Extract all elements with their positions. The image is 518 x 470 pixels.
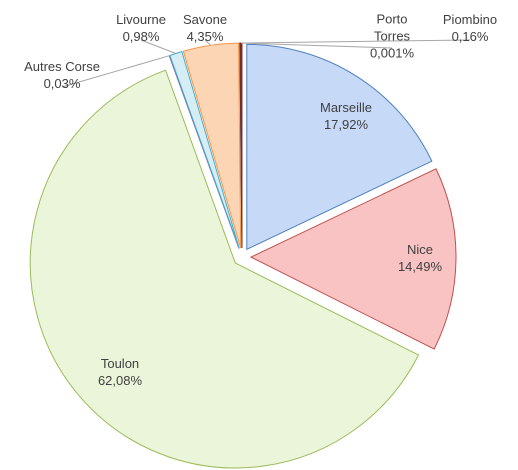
slice-name: Toulon xyxy=(100,356,140,371)
slice-label: Livourne 0,98% xyxy=(101,11,181,45)
slice-name: Nice xyxy=(406,242,433,257)
leader-line xyxy=(140,39,177,54)
slice-name: Savone xyxy=(182,12,228,27)
slice-label: Nice 14,49% xyxy=(375,241,465,275)
slice-value: 0,16% xyxy=(451,29,489,44)
slice-value: 17,92% xyxy=(323,117,369,132)
slice-value: 0,98% xyxy=(122,29,160,44)
slice-value: 0,03% xyxy=(43,76,81,91)
slice-name: Porto Torres xyxy=(373,11,411,44)
slice-name: Livourne xyxy=(116,12,166,27)
pie-slice xyxy=(29,69,420,469)
slice-name: Autres Corse xyxy=(24,59,100,74)
leader-line xyxy=(204,39,212,46)
slice-value: 4,35% xyxy=(186,29,224,44)
slice-value: 14,49% xyxy=(397,259,443,274)
slice-label: Piombino 0,16% xyxy=(430,11,510,45)
leader-line xyxy=(240,39,471,44)
pie-slice xyxy=(246,43,433,251)
slice-name: Marseille xyxy=(319,100,372,115)
leader-line xyxy=(239,42,393,49)
pie-slice xyxy=(249,168,457,350)
slice-value: 62,08% xyxy=(97,373,143,388)
slice-label: Marseille 17,92% xyxy=(301,99,391,133)
slice-label: Savone 4,35% xyxy=(175,11,235,45)
slice-label: Autres Corse 0,03% xyxy=(12,58,112,92)
slice-label: Toulon 62,08% xyxy=(75,355,165,389)
slice-name: Piombino xyxy=(442,12,498,27)
leader-line xyxy=(61,55,170,88)
pie-slice xyxy=(169,50,240,249)
slice-value: 0,001% xyxy=(369,45,415,61)
slice-label: Porto Torres 0,001% xyxy=(367,11,417,62)
pie-slice xyxy=(182,42,242,249)
